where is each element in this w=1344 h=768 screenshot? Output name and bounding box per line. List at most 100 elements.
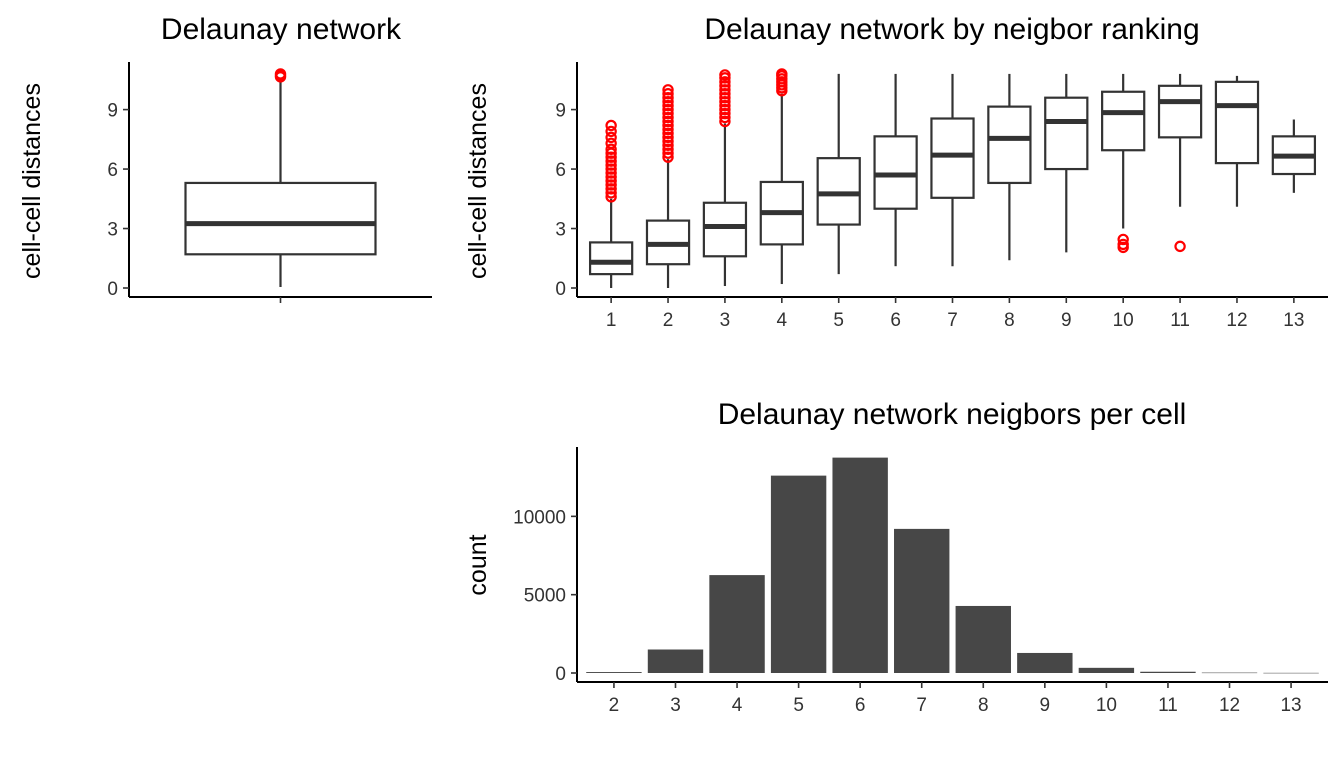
panel2-outlier	[662, 88, 674, 100]
panel2-outlier	[662, 131, 674, 144]
panel2-outlier	[605, 163, 617, 175]
panel3-x-tick-label: 7	[916, 695, 927, 716]
panel3-bar	[894, 528, 950, 673]
panel2-outlier	[605, 119, 617, 132]
panel3-x-tick-label: 9	[1040, 695, 1051, 716]
panel3-bar	[586, 672, 642, 673]
panel3-x-tick-label: 12	[1219, 695, 1240, 716]
panel2-outlier	[662, 151, 674, 163]
panel2-box	[588, 241, 634, 276]
panel3-bar	[1078, 667, 1135, 673]
panel2-outlier	[719, 111, 731, 124]
panel2-outlier	[719, 115, 731, 128]
panel2-outlier	[605, 151, 617, 163]
panel2-x-tick-label: 10	[1113, 310, 1134, 331]
panel3-bar	[1017, 652, 1073, 673]
panel2-outlier	[719, 76, 731, 88]
panel2-title: Delaunay network by neigbor ranking	[704, 13, 1199, 46]
panel2-y-tick-label: 6	[555, 160, 566, 181]
panel2-box	[1101, 90, 1146, 152]
panel2-x-tick-label: 11	[1170, 310, 1190, 331]
panel2-y-tick-label: 0	[555, 279, 566, 300]
panel2-x-tick-label: 5	[833, 310, 844, 331]
panel2-outlier	[719, 107, 731, 120]
panel3-bar	[1201, 672, 1258, 674]
panel2-outlier	[1174, 240, 1186, 253]
panel2-outlier	[605, 131, 617, 144]
panel1-y-axis-label: cell-cell distances	[18, 83, 46, 279]
panel3-y-tick-label: 5000	[524, 586, 566, 607]
panel2-box	[1044, 96, 1089, 171]
panel3-title: Delaunay network neigbors per cell	[718, 398, 1187, 431]
panel1-box	[184, 181, 377, 256]
panel2-x-tick-label: 6	[890, 310, 901, 331]
panel2-outlier	[662, 123, 674, 136]
panel2-outlier	[605, 183, 617, 195]
panel3-x-tick-label: 6	[855, 695, 866, 716]
panel1-y-tick-label: 3	[107, 220, 118, 241]
panel3-bar	[647, 649, 704, 673]
panel2-x-tick-label: 12	[1226, 310, 1247, 331]
panel2-outlier	[605, 143, 617, 155]
panel2-x-tick-label: 3	[720, 310, 731, 331]
panel2-y-axis-label: cell-cell distances	[464, 83, 492, 279]
panel2-x-tick-label: 9	[1061, 310, 1072, 331]
panel2-outlier	[662, 84, 674, 96]
panel2-outlier	[605, 159, 617, 171]
panel2-x-tick-label: 4	[777, 310, 788, 331]
panel2-outlier	[605, 137, 617, 149]
panel2-outlier	[719, 84, 731, 96]
panel2-outlier	[662, 115, 674, 128]
panel3-x-tick-label: 3	[670, 695, 681, 716]
panel3-x-tick-label: 4	[732, 695, 743, 716]
panel3-x-tick-label: 11	[1158, 695, 1178, 716]
panel2-outlier	[605, 191, 617, 203]
panel1-outlier	[274, 68, 287, 80]
panel1-y-tick-label: 0	[107, 279, 118, 300]
panel2-outlier	[605, 155, 617, 167]
panel2-box	[1214, 80, 1260, 165]
panel2-outlier	[662, 119, 674, 132]
panel2-y-tick-label: 3	[555, 220, 566, 241]
panel2-outlier	[605, 167, 617, 179]
panel2-x-tick-label: 8	[1004, 310, 1015, 331]
panel2-outlier	[605, 187, 617, 199]
panel2-outlier	[662, 147, 674, 159]
panel2-outlier	[662, 91, 674, 104]
panel3-x-tick-label: 2	[609, 695, 620, 716]
panel2-outlier	[662, 135, 674, 148]
panel2-x-tick-label: 7	[947, 310, 958, 331]
panel3-x-tick-label: 13	[1280, 695, 1301, 716]
panel2-outlier	[662, 107, 674, 120]
panel2-box	[987, 105, 1032, 185]
panel2-outlier	[662, 95, 674, 108]
panel1-y-tick-label: 6	[107, 160, 118, 181]
panel3-y-tick-label: 10000	[513, 507, 566, 528]
panel3-x-tick-label: 5	[793, 695, 804, 716]
panel2-outlier	[776, 68, 788, 80]
panel2-outlier	[719, 80, 731, 92]
panel2-box	[930, 117, 975, 199]
panel2-outlier	[662, 99, 674, 112]
panel3-bar	[832, 457, 888, 673]
panel2-x-tick-label: 1	[606, 310, 617, 331]
panel2-y-tick-label: 9	[555, 101, 566, 122]
panel3-bar	[955, 605, 1011, 673]
panel2-outlier	[662, 143, 674, 155]
panel2-x-tick-label: 13	[1283, 310, 1304, 331]
panel2-outlier	[605, 179, 617, 191]
panel2-outlier	[662, 103, 674, 116]
panel2-outlier	[605, 171, 617, 183]
panel2-box	[702, 201, 748, 258]
panel2-outlier	[662, 139, 674, 151]
panel2-outlier	[719, 103, 731, 116]
panel2-outlier	[605, 125, 617, 138]
panel2-x-tick-label: 2	[663, 310, 674, 331]
panel2-outlier	[719, 99, 731, 112]
panel3-bar	[1263, 672, 1319, 674]
panel2-outlier	[719, 91, 731, 104]
panel3-x-tick-label: 8	[978, 695, 989, 716]
panel3-bar	[709, 575, 765, 673]
